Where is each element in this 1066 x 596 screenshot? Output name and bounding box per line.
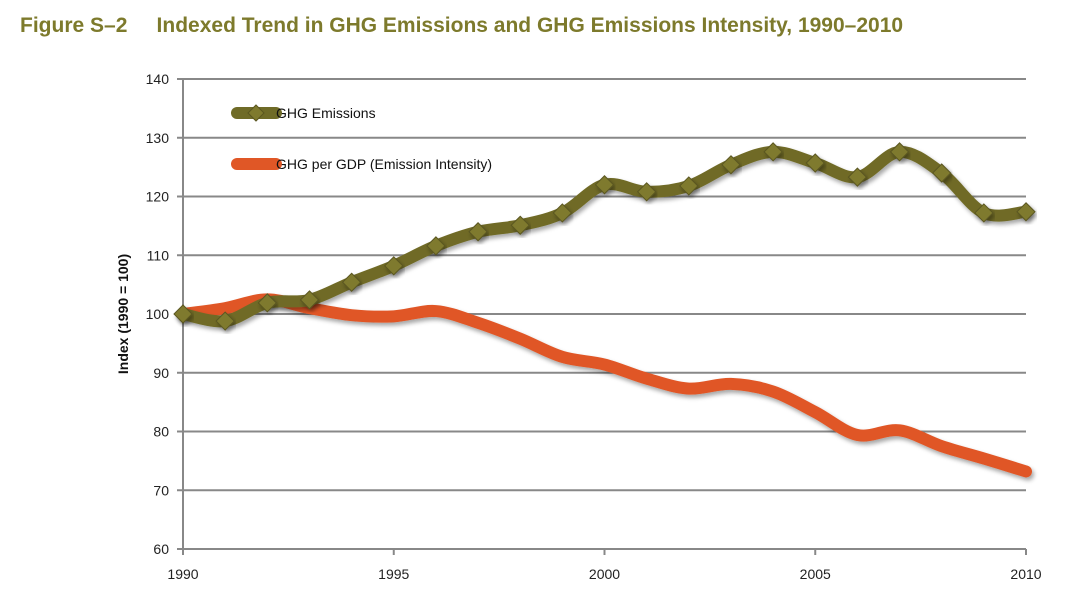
legend-marker (247, 104, 265, 122)
data-point (636, 182, 657, 202)
legend-label-1: GHG per GDP (Emission Intensity) (276, 156, 492, 172)
y-tick-label: 70 (153, 482, 169, 498)
y-tick-label: 90 (153, 365, 169, 381)
x-tick-label: 2005 (800, 566, 831, 582)
data-point (594, 175, 615, 195)
data-point (257, 293, 278, 313)
x-tick-label: 2010 (1010, 566, 1041, 582)
y-tick-label: 60 (153, 541, 169, 557)
data-point (215, 311, 235, 331)
y-axis-label: Index (1990 = 100) (115, 254, 131, 374)
data-point (931, 163, 952, 183)
y-tick-label: 130 (146, 130, 170, 146)
y-tick-label: 120 (146, 189, 170, 205)
legend-label-0: GHG Emissions (276, 105, 376, 121)
data-point (384, 256, 404, 276)
data-point (679, 176, 699, 196)
data-point (468, 222, 488, 242)
y-tick-label: 80 (153, 424, 169, 440)
chart-title: Figure S–2 Indexed Trend in GHG Emission… (20, 14, 904, 37)
y-tick-label: 110 (147, 247, 170, 263)
data-point (426, 236, 446, 256)
y-tick-label: 140 (146, 71, 170, 87)
y-tick-label: 100 (146, 306, 170, 322)
data-point (889, 142, 910, 162)
x-tick-label: 1990 (167, 566, 198, 582)
data-point (1016, 202, 1036, 222)
data-point (721, 155, 741, 175)
series-line-1 (177, 293, 1032, 478)
data-point (805, 153, 825, 173)
x-tick-label: 1995 (378, 566, 409, 582)
data-point (974, 203, 994, 223)
data-point (763, 142, 783, 162)
data-point (299, 290, 320, 310)
data-point (510, 215, 530, 235)
x-tick-label: 2000 (589, 566, 620, 582)
data-point (847, 167, 868, 187)
data-point (341, 272, 362, 292)
data-point (552, 203, 573, 223)
data-point (173, 304, 193, 324)
